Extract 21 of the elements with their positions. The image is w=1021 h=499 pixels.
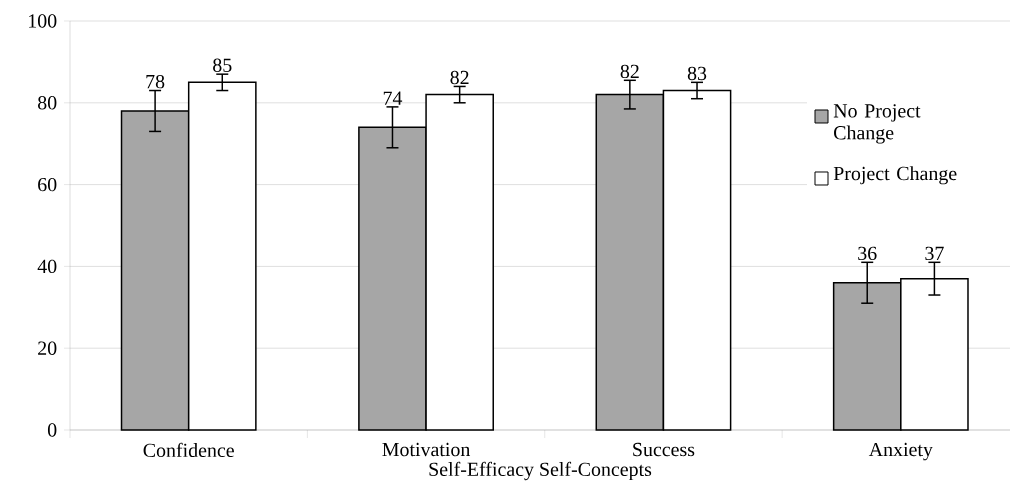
x-tick-label: Success [633,442,695,457]
y-tick-label: 60 [38,177,57,192]
y-tick-label: 20 [38,341,57,355]
data-label: 74 [383,91,403,105]
x-tick-label: Motivation [382,442,471,457]
data-label: 83 [687,66,707,81]
y-tick-label: 40 [37,259,57,274]
data-label: 82 [450,70,469,85]
y-tick-label: 0 [47,423,57,437]
legend-label: No Project Change [833,104,921,144]
x-tick-label: Anxiety [868,442,933,461]
x-axis-title: Self-Efficacy Self-Concepts [429,461,652,481]
data-label: 85 [213,58,232,72]
data-label: 78 [146,74,165,89]
data-label: 36 [858,246,877,261]
y-tick-label: 100 [29,14,57,28]
data-label: 37 [925,246,944,261]
data-label: 82 [620,64,639,79]
x-tick-label: Confidence [143,442,234,458]
y-tick-label: 80 [38,96,57,110]
legend-label: Project Change [833,166,957,185]
